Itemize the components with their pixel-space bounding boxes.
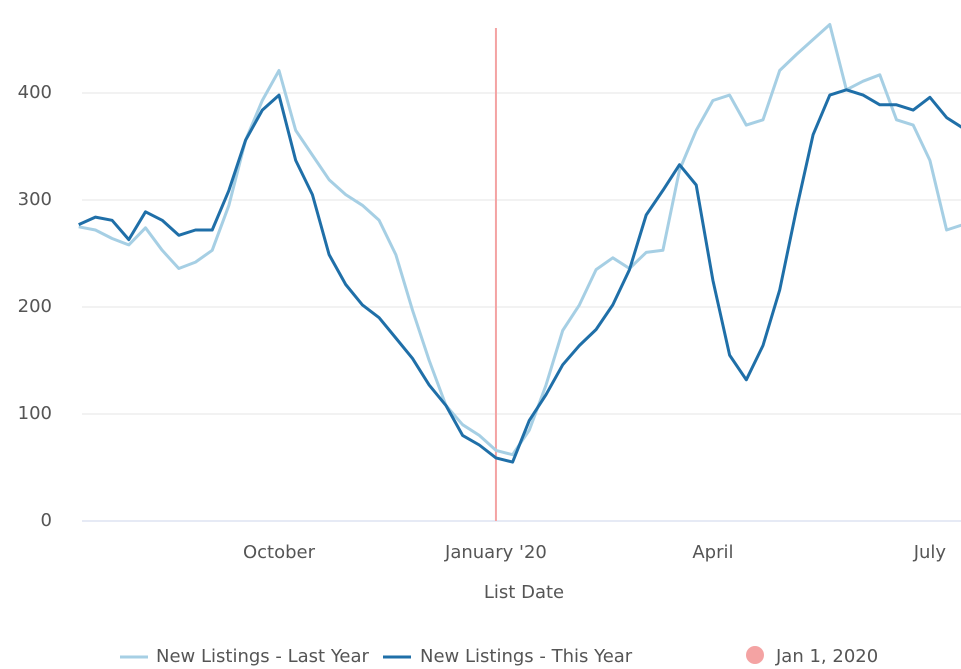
x-tick-label: April xyxy=(692,542,733,563)
line-series xyxy=(78,23,961,457)
x-tick-label: July xyxy=(913,542,947,563)
legend-label: New Listings - Last Year xyxy=(156,646,370,667)
y-tick-label: 200 xyxy=(18,296,52,317)
y-tick-label: 100 xyxy=(18,403,52,424)
y-tick-label: 0 xyxy=(41,510,52,531)
legend-symbol xyxy=(746,646,764,664)
line-series xyxy=(78,88,961,464)
legend-label: New Listings - This Year xyxy=(420,646,633,667)
x-tick-label: October xyxy=(243,542,316,563)
y-tick-label: 400 xyxy=(18,82,52,103)
y-tick-label: 300 xyxy=(18,189,52,210)
x-tick-label: January '20 xyxy=(444,542,547,563)
legend-label: Jan 1, 2020 xyxy=(775,646,878,667)
x-axis-title: List Date xyxy=(484,582,564,603)
